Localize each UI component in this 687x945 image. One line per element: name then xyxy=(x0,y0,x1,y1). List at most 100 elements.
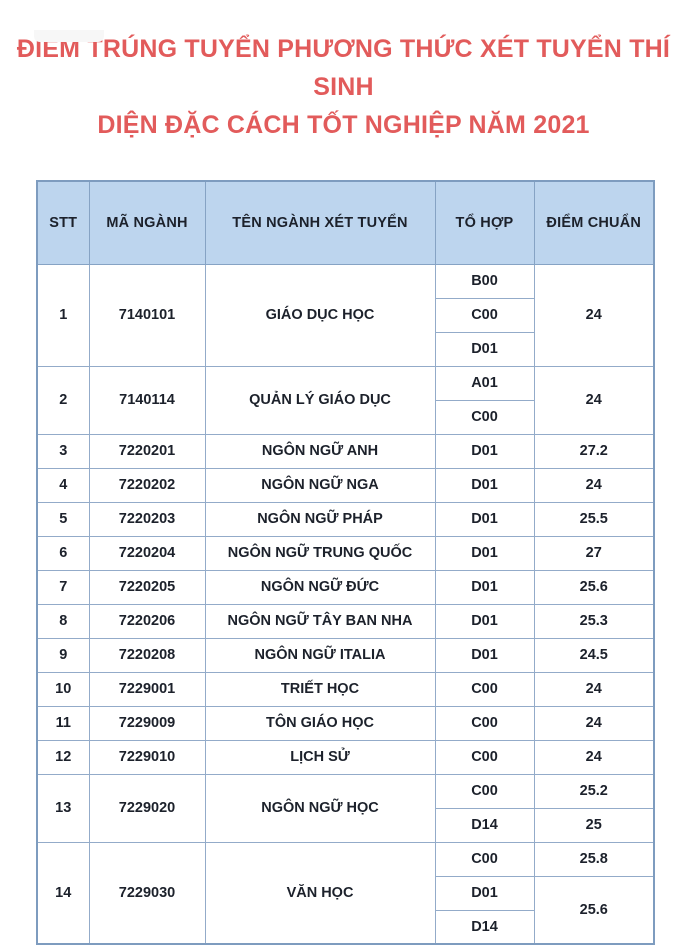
major-name-cell: VĂN HỌC xyxy=(204,841,436,945)
benchmark-score-cell: 27.2 xyxy=(533,433,655,469)
combination-cell: D01 xyxy=(434,569,535,605)
major-name-cell: NGÔN NGỮ NGA xyxy=(204,467,436,503)
stt-cell: 14 xyxy=(36,841,90,945)
combination-cell: C00 xyxy=(434,841,535,877)
combination-cell: D01 xyxy=(434,637,535,673)
table-row: 5 7220203 NGÔN NGỮ PHÁP D01 25.5 xyxy=(36,501,655,537)
major-code-cell: 7140101 xyxy=(88,263,206,367)
benchmark-score-cell: 24 xyxy=(533,467,655,503)
stt-cell: 6 xyxy=(36,535,90,571)
combination-cell: C00 xyxy=(434,297,535,333)
major-code-cell: 7229020 xyxy=(88,773,206,843)
benchmark-score-cell: 24 xyxy=(533,705,655,741)
combination-cell: D14 xyxy=(434,909,535,945)
table-row: 2 7140114 QUẢN LÝ GIÁO DỤC A01 24 xyxy=(36,365,655,435)
stt-cell: 9 xyxy=(36,637,90,673)
benchmark-score-cell: 25.8 xyxy=(533,841,655,877)
page-title-line1: ĐIỂM TRÚNG TUYỂN PHƯƠNG THỨC XÉT TUYỂN T… xyxy=(16,35,671,101)
table-row: 6 7220204 NGÔN NGỮ TRUNG QUỐC D01 27 xyxy=(36,535,655,571)
major-name-cell: NGÔN NGỮ ANH xyxy=(204,433,436,469)
table-row: 7 7220205 NGÔN NGỮ ĐỨC D01 25.6 xyxy=(36,569,655,605)
major-name-cell: TRIẾT HỌC xyxy=(204,671,436,707)
major-name-cell: NGÔN NGỮ TÂY BAN NHA xyxy=(204,603,436,639)
header-benchmark-score: ĐIỂM CHUẨN xyxy=(533,180,655,265)
benchmark-score-cell: 25.6 xyxy=(533,569,655,605)
header-major-code: MÃ NGÀNH xyxy=(88,180,206,265)
stt-cell: 10 xyxy=(36,671,90,707)
benchmark-score-cell: 27 xyxy=(533,535,655,571)
stt-cell: 5 xyxy=(36,501,90,537)
combination-cell: D01 xyxy=(434,433,535,469)
major-name-cell: NGÔN NGỮ TRUNG QUỐC xyxy=(204,535,436,571)
major-name-cell: TÔN GIÁO HỌC xyxy=(204,705,436,741)
stt-cell: 4 xyxy=(36,467,90,503)
combination-cell: C00 xyxy=(434,739,535,775)
major-code-cell: 7220201 xyxy=(88,433,206,469)
header-stt: STT xyxy=(36,180,90,265)
header-major-name: TÊN NGÀNH XÉT TUYỂN xyxy=(204,180,436,265)
major-code-cell: 7229030 xyxy=(88,841,206,945)
combination-cell: B00 xyxy=(434,263,535,299)
major-code-cell: 7229009 xyxy=(88,705,206,741)
benchmark-score-cell: 24 xyxy=(533,671,655,707)
stt-cell: 7 xyxy=(36,569,90,605)
major-code-cell: 7220204 xyxy=(88,535,206,571)
benchmark-score-cell: 24 xyxy=(533,739,655,775)
table-row: 4 7220202 NGÔN NGỮ NGA D01 24 xyxy=(36,467,655,503)
major-code-cell: 7229001 xyxy=(88,671,206,707)
table-row: 8 7220206 NGÔN NGỮ TÂY BAN NHA D01 25.3 xyxy=(36,603,655,639)
combination-cell: A01 xyxy=(434,365,535,401)
major-name-cell: NGÔN NGỮ HỌC xyxy=(204,773,436,843)
admission-scores-table: STT MÃ NGÀNH TÊN NGÀNH XÉT TUYỂN TỔ HỢP … xyxy=(36,180,655,945)
major-code-cell: 7220206 xyxy=(88,603,206,639)
table-row: D14 25 xyxy=(37,807,655,843)
table-body: 1 7140101 GIÁO DỤC HỌC B00 24 C00 D01 2 7140114 Q… xyxy=(36,263,655,945)
major-name-cell: NGÔN NGỮ ITALIA xyxy=(204,637,436,673)
table-row: 1 7140101 GIÁO DỤC HỌC B00 24 xyxy=(36,263,655,367)
combination-cell: C00 xyxy=(434,671,535,707)
combination-cell: D01 xyxy=(434,603,535,639)
combination-cell: D01 xyxy=(434,501,535,537)
major-name-cell: QUẢN LÝ GIÁO DỤC xyxy=(204,365,436,435)
major-name-cell: NGÔN NGỮ ĐỨC xyxy=(204,569,436,605)
major-code-cell: 7229010 xyxy=(88,739,206,775)
benchmark-score-cell: 25.5 xyxy=(533,501,655,537)
major-name-cell: NGÔN NGỮ PHÁP xyxy=(204,501,436,537)
cropped-page-artifact xyxy=(34,30,104,42)
header-combination: TỔ HỢP xyxy=(434,180,535,265)
benchmark-score-cell: 25 xyxy=(533,807,655,843)
benchmark-score-cell: 24 xyxy=(533,365,655,435)
major-name-cell: LỊCH SỬ xyxy=(204,739,436,775)
table-row: 13 7229020 NGÔN NGỮ HỌC C00 25.2 xyxy=(36,773,655,843)
benchmark-score-cell: 24 xyxy=(533,263,655,367)
page-title: ĐIỂM TRÚNG TUYỂN PHƯƠNG THỨC XÉT TUYỂN T… xyxy=(6,30,681,144)
table-row: 9 7220208 NGÔN NGỮ ITALIA D01 24.5 xyxy=(36,637,655,673)
major-code-cell: 7220203 xyxy=(88,501,206,537)
page-title-line2: DIỆN ĐẶC CÁCH TỐT NGHIỆP NĂM 2021 xyxy=(97,111,590,139)
stt-cell: 13 xyxy=(36,773,90,843)
benchmark-score-cell: 24.5 xyxy=(533,637,655,673)
combination-cell: D01 xyxy=(434,875,535,911)
combination-cell: D01 xyxy=(434,467,535,503)
table-row: 11 7229009 TÔN GIÁO HỌC C00 24 xyxy=(36,705,655,741)
combination-cell: D14 xyxy=(434,807,535,843)
benchmark-score-cell: 25.2 xyxy=(533,773,655,809)
benchmark-score-cell: 25.3 xyxy=(533,603,655,639)
combination-cell: D01 xyxy=(434,331,535,367)
stt-cell: 2 xyxy=(36,365,90,435)
table-row: 3 7220201 NGÔN NGỮ ANH D01 27.2 xyxy=(36,433,655,469)
table-row: 14 7229030 VĂN HỌC C00 25.8 xyxy=(36,841,655,945)
stt-cell: 11 xyxy=(36,705,90,741)
stt-cell: 12 xyxy=(36,739,90,775)
table-row: 10 7229001 TRIẾT HỌC C00 24 xyxy=(36,671,655,707)
combination-cell: C00 xyxy=(434,773,535,809)
major-name-cell: GIÁO DỤC HỌC xyxy=(204,263,436,367)
table-row: 12 7229010 LỊCH SỬ C00 24 xyxy=(36,739,655,775)
benchmark-score-cell: 25.6 xyxy=(533,875,655,945)
stt-cell: 8 xyxy=(36,603,90,639)
stt-cell: 1 xyxy=(36,263,90,367)
combination-cell: C00 xyxy=(434,705,535,741)
table-header-row: STT MÃ NGÀNH TÊN NGÀNH XÉT TUYỂN TỔ HỢP … xyxy=(36,180,655,265)
combination-cell: C00 xyxy=(434,399,535,435)
table-row: C00 xyxy=(37,297,654,333)
